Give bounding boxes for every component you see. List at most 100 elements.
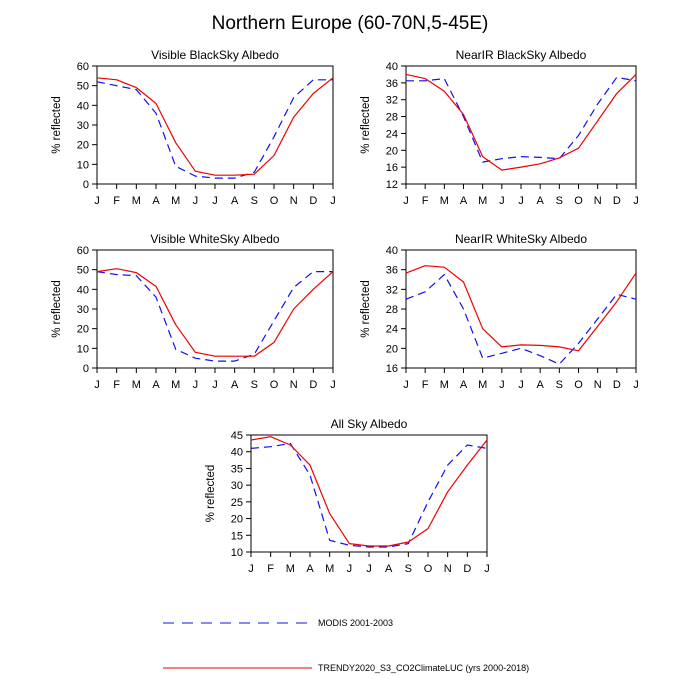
y-tick-label: 20 [77, 324, 89, 336]
x-tick-label: A [231, 379, 239, 391]
x-tick-label: J [212, 379, 218, 391]
trendy-series-line [250, 436, 488, 547]
chart-panel-2: NearIR BlackSky Albedo % reflected 12 16 20 2… [360, 48, 639, 207]
x-tick-label: N [444, 563, 452, 575]
y-tick-label: 30 [77, 120, 89, 132]
x-tick-label: J [248, 563, 254, 575]
chart-panel-3: Visible WhiteSky Albedo % reflected 0 10 20 3… [51, 232, 336, 391]
plot-frame [405, 249, 637, 369]
legend-label: TRENDY2020_S3_CO2ClimateLUC (yrs 2000-20… [318, 663, 529, 673]
y-tick-label: 50 [77, 81, 89, 93]
x-tick-label: D [613, 195, 621, 207]
x-tick-label: M [171, 195, 180, 207]
x-tick-label: J [212, 195, 218, 207]
x-tick-label: M [286, 563, 295, 575]
x-tick-label: M [440, 379, 449, 391]
x-tick-label: J [330, 379, 336, 391]
y-tick-label: 15 [231, 530, 243, 542]
x-tick-label: M [478, 195, 487, 207]
x-tick-label: M [440, 195, 449, 207]
x-tick-label: F [113, 379, 120, 391]
x-tick-label: M [171, 379, 180, 391]
y-tick-label: 35 [231, 463, 243, 475]
x-tick-label: F [113, 195, 120, 207]
y-tick-label: 16 [386, 363, 398, 375]
y-axis-label: % reflected [205, 465, 217, 523]
x-tick-label: J [633, 195, 639, 207]
panel-title: NearIR WhiteSky Albedo [455, 232, 587, 246]
x-tick-label: A [306, 563, 314, 575]
x-tick-label: J [94, 379, 100, 391]
x-tick-label: N [290, 195, 298, 207]
y-axis-label: % reflected [360, 280, 372, 338]
legend: MODIS 2001-2003 TRENDY2020_S3_CO2ClimateL… [163, 618, 529, 673]
x-tick-label: J [403, 195, 409, 207]
y-tick-label: 10 [77, 343, 89, 355]
y-tick-label: 32 [386, 284, 398, 296]
x-tick-label: J [499, 379, 505, 391]
y-tick-label: 20 [77, 140, 89, 152]
modis-series-line [96, 271, 333, 362]
y-tick-label: 40 [386, 61, 398, 73]
y-tick-label: 16 [386, 162, 398, 174]
y-tick-label: 28 [386, 112, 398, 124]
x-tick-label: J [347, 563, 353, 575]
y-tick-label: 0 [83, 179, 89, 191]
panel-title: Visible WhiteSky Albedo [150, 232, 280, 246]
x-tick-label: J [330, 195, 336, 207]
legend-item-2: TRENDY2020_S3_CO2ClimateLUC (yrs 2000-20… [163, 663, 529, 673]
x-tick-label: J [518, 379, 524, 391]
legend-label: MODIS 2001-2003 [318, 618, 393, 628]
panel-title: Visible BlackSky Albedo [151, 48, 279, 62]
y-tick-label: 50 [77, 265, 89, 277]
trendy-series-line [96, 268, 334, 357]
y-tick-label: 24 [386, 128, 398, 140]
modis-series-line [250, 442, 488, 548]
x-tick-label: S [251, 195, 258, 207]
y-tick-label: 30 [77, 304, 89, 316]
legend-item-1: MODIS 2001-2003 [163, 618, 393, 628]
x-tick-label: N [290, 379, 298, 391]
y-tick-label: 45 [231, 430, 243, 442]
panel-title: NearIR BlackSky Albedo [456, 48, 587, 62]
x-tick-label: A [152, 195, 160, 207]
y-axis-label: % reflected [51, 280, 63, 338]
x-tick-label: A [231, 195, 239, 207]
x-tick-label: D [613, 379, 621, 391]
x-tick-label: F [422, 379, 429, 391]
x-tick-label: O [270, 379, 279, 391]
plot-frame [250, 434, 488, 553]
y-tick-label: 10 [77, 159, 89, 171]
x-tick-label: J [633, 379, 639, 391]
x-tick-label: A [460, 379, 468, 391]
x-tick-label: J [403, 379, 409, 391]
x-tick-label: O [574, 195, 583, 207]
y-tick-label: 40 [231, 447, 243, 459]
y-tick-label: 20 [386, 343, 398, 355]
y-tick-label: 28 [386, 304, 398, 316]
y-tick-label: 60 [77, 61, 89, 73]
plot-frame [405, 65, 637, 185]
x-tick-label: A [152, 379, 160, 391]
x-tick-label: J [499, 195, 505, 207]
trendy-series-line [405, 73, 637, 171]
x-tick-label: M [325, 563, 334, 575]
x-tick-label: J [366, 563, 372, 575]
chart-panel-5: All Sky Albedo % reflected 10 15 20 25 30 35 40 4… [205, 417, 490, 575]
chart-panel-1: Visible BlackSky Albedo % reflected 0 10 20 3… [51, 48, 336, 207]
y-tick-label: 30 [231, 480, 243, 492]
y-tick-label: 40 [77, 100, 89, 112]
x-tick-label: S [405, 563, 412, 575]
y-tick-label: 25 [231, 497, 243, 509]
x-tick-label: N [594, 379, 602, 391]
x-tick-label: M [478, 379, 487, 391]
plot-frame [96, 65, 334, 185]
y-axis-label: % reflected [360, 96, 372, 154]
modis-series-line [96, 79, 333, 179]
x-tick-label: O [270, 195, 279, 207]
y-tick-label: 0 [83, 363, 89, 375]
x-tick-label: A [385, 563, 393, 575]
y-tick-label: 40 [77, 284, 89, 296]
x-tick-label: J [484, 563, 490, 575]
